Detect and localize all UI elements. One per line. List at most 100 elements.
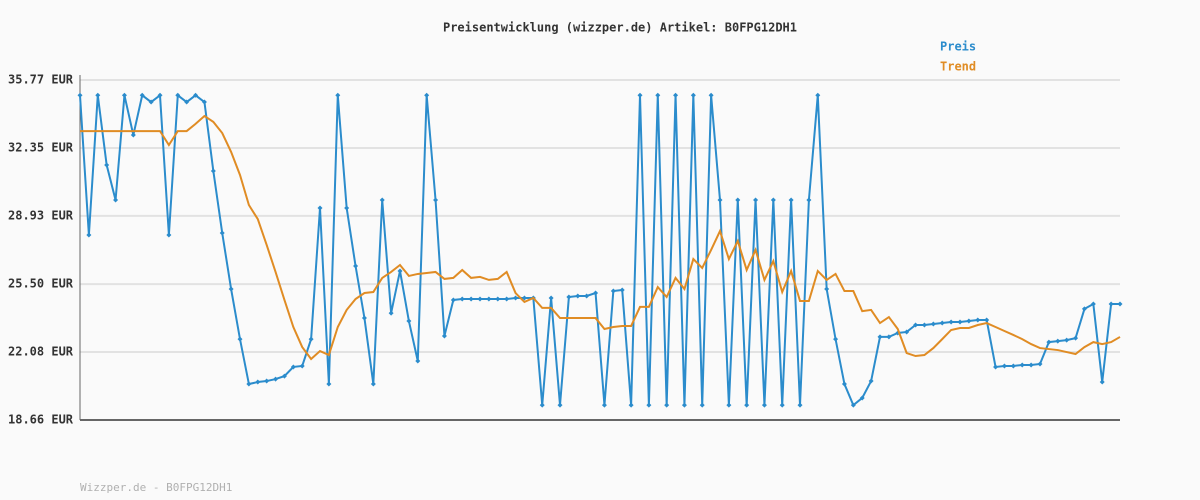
point	[699, 402, 705, 408]
point	[566, 294, 572, 300]
y-tick-label: 32.35 EUR	[8, 140, 74, 154]
point	[344, 205, 350, 211]
point	[193, 92, 199, 98]
point	[859, 395, 865, 401]
point	[370, 381, 376, 387]
point	[1099, 379, 1105, 385]
point	[619, 287, 625, 293]
point	[1001, 363, 1007, 369]
point	[993, 364, 999, 370]
y-tick-label: 22.08 EUR	[8, 345, 74, 359]
point	[139, 92, 145, 98]
point	[557, 402, 563, 408]
point	[1081, 306, 1087, 312]
point	[326, 381, 332, 387]
series-line	[80, 114, 1121, 361]
point	[521, 295, 527, 301]
point	[175, 92, 181, 98]
point	[637, 92, 643, 98]
point	[939, 320, 945, 326]
point	[744, 402, 750, 408]
point	[264, 378, 270, 384]
point	[477, 296, 483, 302]
point	[708, 92, 714, 98]
point	[441, 333, 447, 339]
point	[104, 162, 110, 168]
point	[228, 286, 234, 292]
point	[513, 295, 519, 301]
point	[726, 402, 732, 408]
point	[948, 319, 954, 325]
point	[753, 197, 759, 203]
point	[904, 329, 910, 335]
point	[877, 334, 883, 340]
point	[121, 92, 127, 98]
point	[459, 296, 465, 302]
point	[450, 297, 456, 303]
point	[335, 92, 341, 98]
point	[468, 296, 474, 302]
point	[957, 319, 963, 325]
point	[628, 402, 634, 408]
point	[308, 336, 314, 342]
point	[1028, 362, 1034, 368]
y-tick-label: 28.93 EUR	[8, 208, 74, 222]
point	[255, 379, 261, 385]
point	[281, 373, 287, 379]
point	[130, 132, 136, 138]
y-tick-label: 25.50 EUR	[8, 277, 74, 291]
point	[868, 378, 874, 384]
point	[299, 363, 305, 369]
footer: Wizzper.de - B0FPG12DH1	[80, 481, 232, 494]
point	[717, 197, 723, 203]
point	[1064, 337, 1070, 343]
point	[1046, 339, 1052, 345]
point	[495, 296, 501, 302]
chart-title: Preisentwicklung (wizzper.de) Artikel: B…	[443, 21, 797, 35]
point	[779, 402, 785, 408]
point	[930, 321, 936, 327]
point	[681, 402, 687, 408]
point	[886, 334, 892, 340]
point	[504, 296, 510, 302]
point	[673, 92, 679, 98]
point	[815, 92, 821, 98]
point	[1019, 362, 1025, 368]
point	[157, 92, 163, 98]
point	[166, 232, 172, 238]
legend-label: Trend	[940, 60, 976, 74]
point	[1037, 361, 1043, 367]
point	[486, 296, 492, 302]
point	[86, 232, 92, 238]
point	[113, 197, 119, 203]
point	[664, 402, 670, 408]
point	[841, 381, 847, 387]
y-tick-label: 18.66 EUR	[8, 413, 74, 427]
point	[690, 92, 696, 98]
point	[833, 336, 839, 342]
point	[95, 92, 101, 98]
point	[584, 293, 590, 299]
point	[210, 168, 216, 174]
point	[655, 92, 661, 98]
point	[1055, 338, 1061, 344]
point	[601, 402, 607, 408]
point	[397, 268, 403, 274]
point	[966, 318, 972, 324]
point	[824, 286, 830, 292]
point	[575, 293, 581, 299]
point	[1117, 301, 1123, 307]
point	[201, 99, 207, 105]
point	[246, 381, 252, 387]
point	[77, 92, 83, 98]
point	[593, 290, 599, 296]
point	[548, 295, 554, 301]
y-tick-label: 35.77 EUR	[8, 73, 74, 87]
series-line	[79, 93, 1120, 407]
point	[610, 288, 616, 294]
point	[290, 364, 296, 370]
point	[184, 99, 190, 105]
point	[788, 197, 794, 203]
point	[1010, 363, 1016, 369]
point	[424, 92, 430, 98]
